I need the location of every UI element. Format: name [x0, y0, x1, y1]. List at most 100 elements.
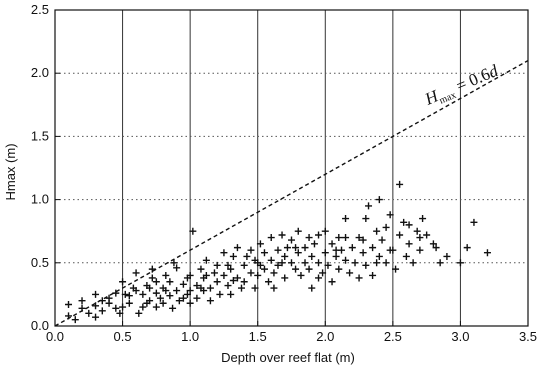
data-point — [373, 259, 381, 267]
x-tick-label: 0.5 — [114, 329, 132, 344]
data-point — [152, 289, 160, 297]
data-point — [335, 234, 343, 242]
data-point — [419, 215, 427, 223]
data-point — [193, 294, 201, 302]
data-point — [283, 244, 291, 252]
data-point — [159, 299, 167, 307]
data-point — [355, 274, 363, 282]
data-point — [119, 303, 127, 311]
data-point — [267, 256, 275, 264]
data-point — [315, 274, 323, 282]
data-point — [92, 302, 100, 310]
data-point — [156, 294, 164, 302]
data-point — [332, 252, 340, 260]
data-point — [210, 269, 218, 277]
data-point — [206, 297, 214, 305]
data-point — [483, 249, 491, 257]
data-point — [413, 227, 421, 235]
data-point — [251, 256, 259, 264]
data-point — [112, 304, 120, 312]
data-point — [386, 211, 394, 219]
data-point — [224, 261, 232, 269]
data-point — [292, 244, 300, 252]
y-tick-label: 2.0 — [31, 65, 49, 80]
data-point — [65, 312, 73, 320]
data-point — [301, 244, 309, 252]
data-point — [162, 271, 170, 279]
y-axis-ticks: 0.0 0.5 1.0 1.5 2.0 2.5 — [31, 2, 60, 333]
data-point — [206, 284, 214, 292]
data-point — [169, 304, 177, 312]
data-point — [98, 307, 106, 315]
data-point — [362, 261, 370, 269]
data-point — [202, 271, 210, 279]
data-point — [351, 259, 359, 267]
data-point — [92, 313, 100, 321]
data-point — [197, 265, 205, 273]
data-point — [152, 303, 160, 311]
data-point — [308, 252, 316, 260]
data-point — [240, 278, 248, 286]
x-tick-label: 2.5 — [384, 329, 402, 344]
data-point — [254, 271, 262, 279]
data-point — [400, 218, 408, 226]
data-point — [315, 259, 323, 267]
data-point — [378, 236, 386, 244]
data-point — [132, 269, 140, 277]
reference-line-annotation: Hmax = 0.6d — [421, 61, 502, 112]
data-point — [416, 234, 424, 242]
data-point — [456, 259, 464, 267]
data-point — [105, 299, 113, 307]
data-point — [116, 309, 124, 317]
y-tick-label: 0.0 — [31, 318, 49, 333]
data-point — [173, 264, 181, 272]
data-point — [173, 287, 181, 295]
data-point — [119, 278, 127, 286]
data-point — [281, 252, 289, 260]
data-point — [342, 256, 350, 264]
data-point — [166, 278, 174, 286]
data-point — [308, 284, 316, 292]
data-point — [288, 259, 295, 267]
y-axis-label: Hmax (m) — [3, 143, 18, 200]
data-point — [375, 252, 383, 260]
x-tick-label: 1.5 — [249, 329, 267, 344]
data-point — [186, 299, 194, 307]
data-point — [405, 240, 413, 248]
x-tick-label: 2.0 — [316, 329, 334, 344]
data-point — [143, 299, 151, 307]
data-point — [365, 202, 373, 210]
data-point — [405, 221, 413, 229]
data-point — [148, 274, 156, 282]
data-point — [278, 231, 286, 239]
data-point — [281, 274, 289, 282]
data-point — [98, 297, 106, 305]
data-point — [175, 297, 183, 305]
data-point — [436, 259, 444, 267]
data-point — [310, 240, 318, 248]
data-point — [125, 299, 133, 307]
data-point — [189, 227, 197, 235]
hmax-reference-line — [54, 59, 529, 327]
data-point — [129, 284, 137, 292]
data-point — [224, 282, 232, 290]
x-tick-label: 3.0 — [451, 329, 469, 344]
data-point — [335, 265, 343, 273]
data-point — [369, 244, 377, 252]
data-point — [125, 292, 133, 300]
data-point — [220, 271, 228, 279]
data-point — [294, 227, 302, 235]
data-point — [362, 215, 370, 223]
data-point — [78, 297, 86, 305]
data-point — [260, 265, 268, 273]
data-point — [315, 231, 323, 239]
data-point — [386, 246, 394, 254]
data-point — [71, 316, 79, 324]
data-point — [416, 246, 424, 254]
data-point — [183, 290, 191, 298]
data-point — [382, 223, 390, 231]
data-point — [382, 259, 390, 267]
data-point — [321, 249, 329, 257]
data-point — [396, 231, 404, 239]
